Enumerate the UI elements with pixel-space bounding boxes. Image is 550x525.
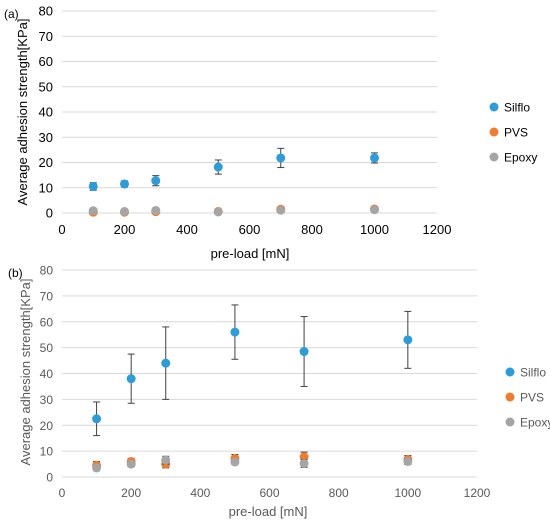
y-axis-title-a: Average adhesion strength[KPa]: [15, 19, 30, 206]
x-tick-label: 800: [301, 222, 323, 237]
legend-label-silflo: Silflo: [520, 366, 546, 380]
y-tick-label: 20: [40, 419, 54, 433]
y-tick-label: 50: [40, 341, 54, 355]
y-tick-label: 80: [40, 264, 54, 278]
panel-label-b: (b): [8, 266, 23, 280]
y-tick-label: 40: [39, 105, 53, 120]
data-point-epoxy: [126, 459, 136, 469]
x-tick-label: 600: [259, 486, 279, 500]
panel-label-a: (a): [4, 7, 19, 21]
legend-label-epoxy: Epoxy: [520, 416, 550, 430]
data-point-epoxy: [403, 456, 413, 466]
data-point-silflo: [403, 335, 413, 345]
y-tick-label: 50: [39, 79, 53, 94]
y-tick-label: 30: [40, 393, 54, 407]
x-tick-label: 1200: [423, 222, 452, 237]
data-point-silflo: [92, 414, 102, 424]
y-tick-label: 40: [40, 367, 54, 381]
y-tick-label: 0: [46, 206, 53, 221]
y-tick-label: 10: [39, 180, 53, 195]
series-epoxy: [88, 205, 379, 217]
series-b: [92, 304, 413, 473]
series-silflo: [88, 147, 379, 191]
legend-label-silflo: Silflo: [504, 101, 530, 115]
y-tick-label: 10: [40, 445, 54, 459]
legend-marker-epoxy: [505, 417, 515, 427]
x-tick-label: 400: [176, 222, 198, 237]
data-point-epoxy: [120, 206, 129, 216]
data-point-silflo: [161, 358, 171, 368]
data-point-silflo: [120, 179, 129, 189]
series-pvs: [88, 204, 379, 217]
x-tick-label: 1000: [394, 486, 421, 500]
data-point-pvs: [299, 452, 309, 462]
data-point-epoxy: [151, 205, 161, 215]
legend-marker-pvs: [505, 392, 515, 402]
legend-marker-silflo: [505, 367, 515, 377]
y-tick-label: 80: [39, 4, 53, 19]
legend-label-pvs: PVS: [504, 126, 528, 140]
x-tick-label: 0: [59, 486, 66, 500]
y-tick-label: 0: [46, 471, 53, 485]
data-point-epoxy: [299, 459, 309, 469]
legend-a: Silflo PVS Epoxy: [489, 101, 537, 165]
y-tick-label: 70: [39, 29, 53, 44]
data-point-epoxy: [276, 205, 286, 215]
x-tick-label: 0: [58, 222, 65, 237]
data-point-silflo: [299, 347, 309, 357]
data-point-epoxy: [230, 457, 240, 467]
legend-label-pvs: PVS: [520, 391, 544, 405]
series-a: [88, 147, 379, 217]
data-point-silflo: [88, 181, 98, 191]
y-axis-title-b: Average adhesion strength[KPa]: [18, 279, 33, 466]
grid-a: [62, 10, 437, 214]
series-epoxy: [92, 455, 413, 473]
x-tick-label: 800: [329, 486, 349, 500]
x-tick-label: 200: [114, 222, 136, 237]
data-point-silflo: [230, 327, 240, 337]
y-tick-label: 20: [39, 155, 53, 170]
data-point-silflo: [276, 153, 286, 163]
x-axis-title-a: pre-load [mN]: [211, 246, 290, 261]
y-tick-label: 60: [39, 54, 53, 69]
data-point-epoxy: [92, 463, 102, 473]
y-tick-label: 70: [40, 289, 54, 303]
x-tick-label: 400: [190, 486, 210, 500]
x-tick-label: 1200: [464, 486, 491, 500]
y-tick-label: 30: [39, 130, 53, 145]
x-tick-label: 600: [239, 222, 261, 237]
data-point-epoxy: [370, 205, 379, 215]
legend-marker-silflo: [489, 102, 499, 112]
data-point-epoxy: [88, 206, 98, 216]
x-axis-title-b: pre-load [mN]: [229, 504, 308, 519]
data-point-silflo: [370, 153, 379, 163]
series-pvs: [92, 451, 413, 470]
data-point-epoxy: [161, 455, 171, 465]
grid-b: [62, 269, 477, 478]
data-point-silflo: [213, 162, 223, 172]
legend-label-epoxy: Epoxy: [504, 151, 537, 165]
legend-marker-epoxy: [489, 152, 499, 162]
x-tick-label: 1000: [360, 222, 389, 237]
y-tick-label: 60: [40, 315, 54, 329]
data-point-silflo: [126, 374, 136, 384]
data-point-silflo: [151, 176, 161, 186]
legend-b: Silflo PVS Epoxy: [505, 366, 550, 430]
data-point-epoxy: [213, 207, 223, 217]
series-silflo: [92, 304, 413, 437]
x-tick-label: 200: [121, 486, 141, 500]
legend-marker-pvs: [489, 127, 499, 137]
